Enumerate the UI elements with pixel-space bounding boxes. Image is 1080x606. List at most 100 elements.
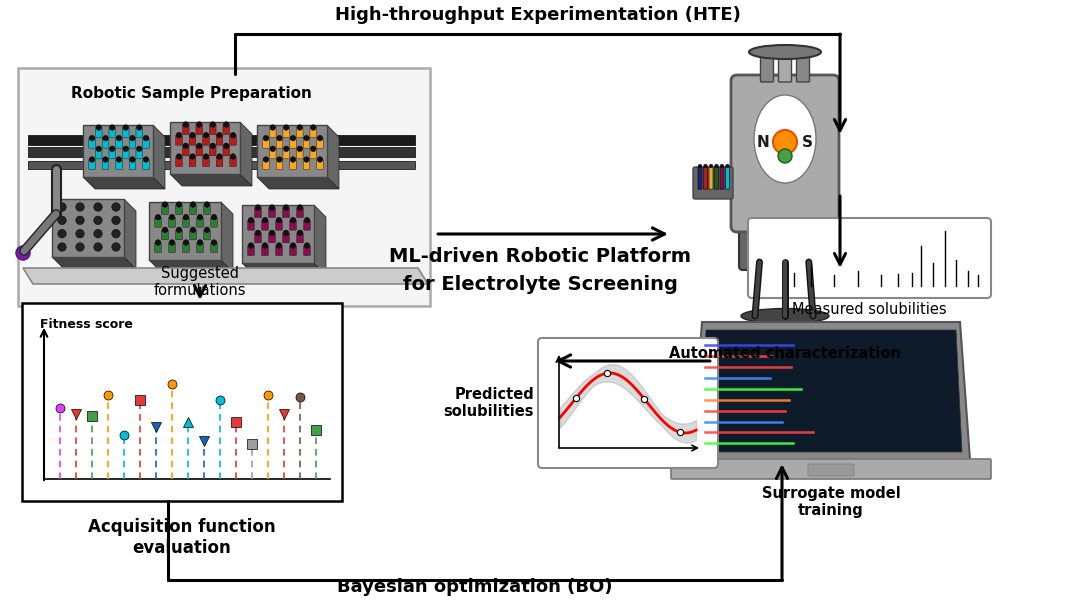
Circle shape — [96, 146, 102, 152]
FancyBboxPatch shape — [261, 245, 268, 256]
Circle shape — [204, 202, 210, 207]
Circle shape — [283, 146, 289, 152]
Circle shape — [184, 215, 189, 220]
Circle shape — [109, 125, 116, 130]
FancyBboxPatch shape — [204, 230, 211, 240]
Text: Acquisition function
evaluation: Acquisition function evaluation — [89, 518, 275, 557]
Circle shape — [170, 215, 175, 220]
Circle shape — [176, 202, 181, 207]
FancyBboxPatch shape — [130, 159, 136, 170]
Circle shape — [130, 135, 135, 141]
Circle shape — [94, 216, 103, 225]
FancyBboxPatch shape — [183, 217, 189, 227]
FancyBboxPatch shape — [183, 146, 189, 156]
Circle shape — [144, 135, 149, 141]
Circle shape — [276, 135, 282, 141]
FancyBboxPatch shape — [154, 242, 161, 253]
FancyBboxPatch shape — [296, 149, 303, 159]
Circle shape — [778, 149, 792, 163]
Text: Predicted
solubilities: Predicted solubilities — [444, 387, 534, 419]
FancyBboxPatch shape — [698, 167, 702, 189]
FancyBboxPatch shape — [83, 125, 153, 177]
Text: Bayesian optimization (BO): Bayesian optimization (BO) — [337, 578, 612, 596]
FancyBboxPatch shape — [715, 167, 718, 189]
Circle shape — [297, 230, 302, 236]
FancyBboxPatch shape — [216, 156, 222, 167]
Circle shape — [144, 157, 149, 162]
Circle shape — [198, 215, 203, 220]
Polygon shape — [153, 125, 165, 189]
Polygon shape — [23, 268, 428, 284]
Text: Fitness score: Fitness score — [40, 318, 133, 331]
FancyBboxPatch shape — [739, 220, 831, 270]
FancyBboxPatch shape — [189, 135, 195, 145]
FancyBboxPatch shape — [189, 156, 195, 167]
Circle shape — [183, 122, 189, 127]
FancyBboxPatch shape — [283, 233, 289, 243]
FancyBboxPatch shape — [242, 205, 314, 263]
Polygon shape — [692, 322, 970, 460]
Circle shape — [318, 157, 323, 162]
Circle shape — [305, 218, 310, 223]
FancyBboxPatch shape — [89, 138, 95, 148]
FancyBboxPatch shape — [303, 220, 310, 230]
FancyBboxPatch shape — [162, 230, 168, 240]
Circle shape — [297, 205, 302, 210]
FancyBboxPatch shape — [168, 242, 175, 253]
FancyBboxPatch shape — [748, 218, 991, 298]
Text: ML-driven Robotic Platform
for Electrolyte Screening: ML-driven Robotic Platform for Electroly… — [389, 247, 691, 295]
Text: Suggested
formulations: Suggested formulations — [153, 265, 246, 298]
Polygon shape — [700, 330, 962, 452]
FancyBboxPatch shape — [176, 135, 183, 145]
Circle shape — [156, 215, 161, 220]
Circle shape — [291, 157, 296, 162]
Circle shape — [297, 146, 302, 152]
FancyBboxPatch shape — [216, 135, 222, 145]
Text: Measured solubilities: Measured solubilities — [793, 302, 947, 317]
FancyBboxPatch shape — [276, 138, 283, 148]
FancyBboxPatch shape — [538, 338, 718, 468]
Polygon shape — [149, 260, 233, 272]
Circle shape — [720, 164, 724, 168]
Text: Robotic Sample Preparation: Robotic Sample Preparation — [70, 86, 311, 101]
Circle shape — [117, 135, 122, 141]
Circle shape — [270, 125, 275, 130]
Circle shape — [283, 125, 289, 130]
FancyBboxPatch shape — [316, 138, 323, 148]
FancyBboxPatch shape — [203, 135, 210, 145]
Circle shape — [217, 154, 222, 159]
Circle shape — [123, 146, 129, 152]
Circle shape — [76, 230, 84, 238]
Polygon shape — [240, 122, 252, 186]
Circle shape — [726, 164, 729, 168]
Circle shape — [162, 202, 167, 207]
Polygon shape — [327, 125, 339, 189]
FancyBboxPatch shape — [671, 459, 991, 479]
FancyBboxPatch shape — [195, 146, 203, 156]
Text: Surrogate model
training: Surrogate model training — [761, 486, 901, 518]
FancyBboxPatch shape — [162, 204, 168, 215]
FancyBboxPatch shape — [797, 52, 810, 82]
Circle shape — [269, 205, 274, 210]
FancyBboxPatch shape — [269, 127, 276, 138]
Circle shape — [224, 122, 229, 127]
FancyBboxPatch shape — [262, 138, 269, 148]
Circle shape — [197, 143, 202, 148]
FancyBboxPatch shape — [168, 217, 175, 227]
Circle shape — [130, 157, 135, 162]
Circle shape — [305, 242, 310, 248]
Circle shape — [76, 216, 84, 225]
Circle shape — [103, 135, 108, 141]
Circle shape — [203, 154, 208, 159]
Circle shape — [190, 154, 195, 159]
FancyBboxPatch shape — [693, 167, 733, 199]
FancyBboxPatch shape — [275, 245, 282, 256]
Text: Automated characterization: Automated characterization — [670, 346, 901, 361]
FancyBboxPatch shape — [275, 220, 282, 230]
Circle shape — [276, 218, 282, 223]
Circle shape — [773, 130, 797, 154]
Circle shape — [303, 157, 309, 162]
Circle shape — [117, 157, 122, 162]
FancyBboxPatch shape — [283, 149, 289, 159]
Circle shape — [264, 157, 269, 162]
